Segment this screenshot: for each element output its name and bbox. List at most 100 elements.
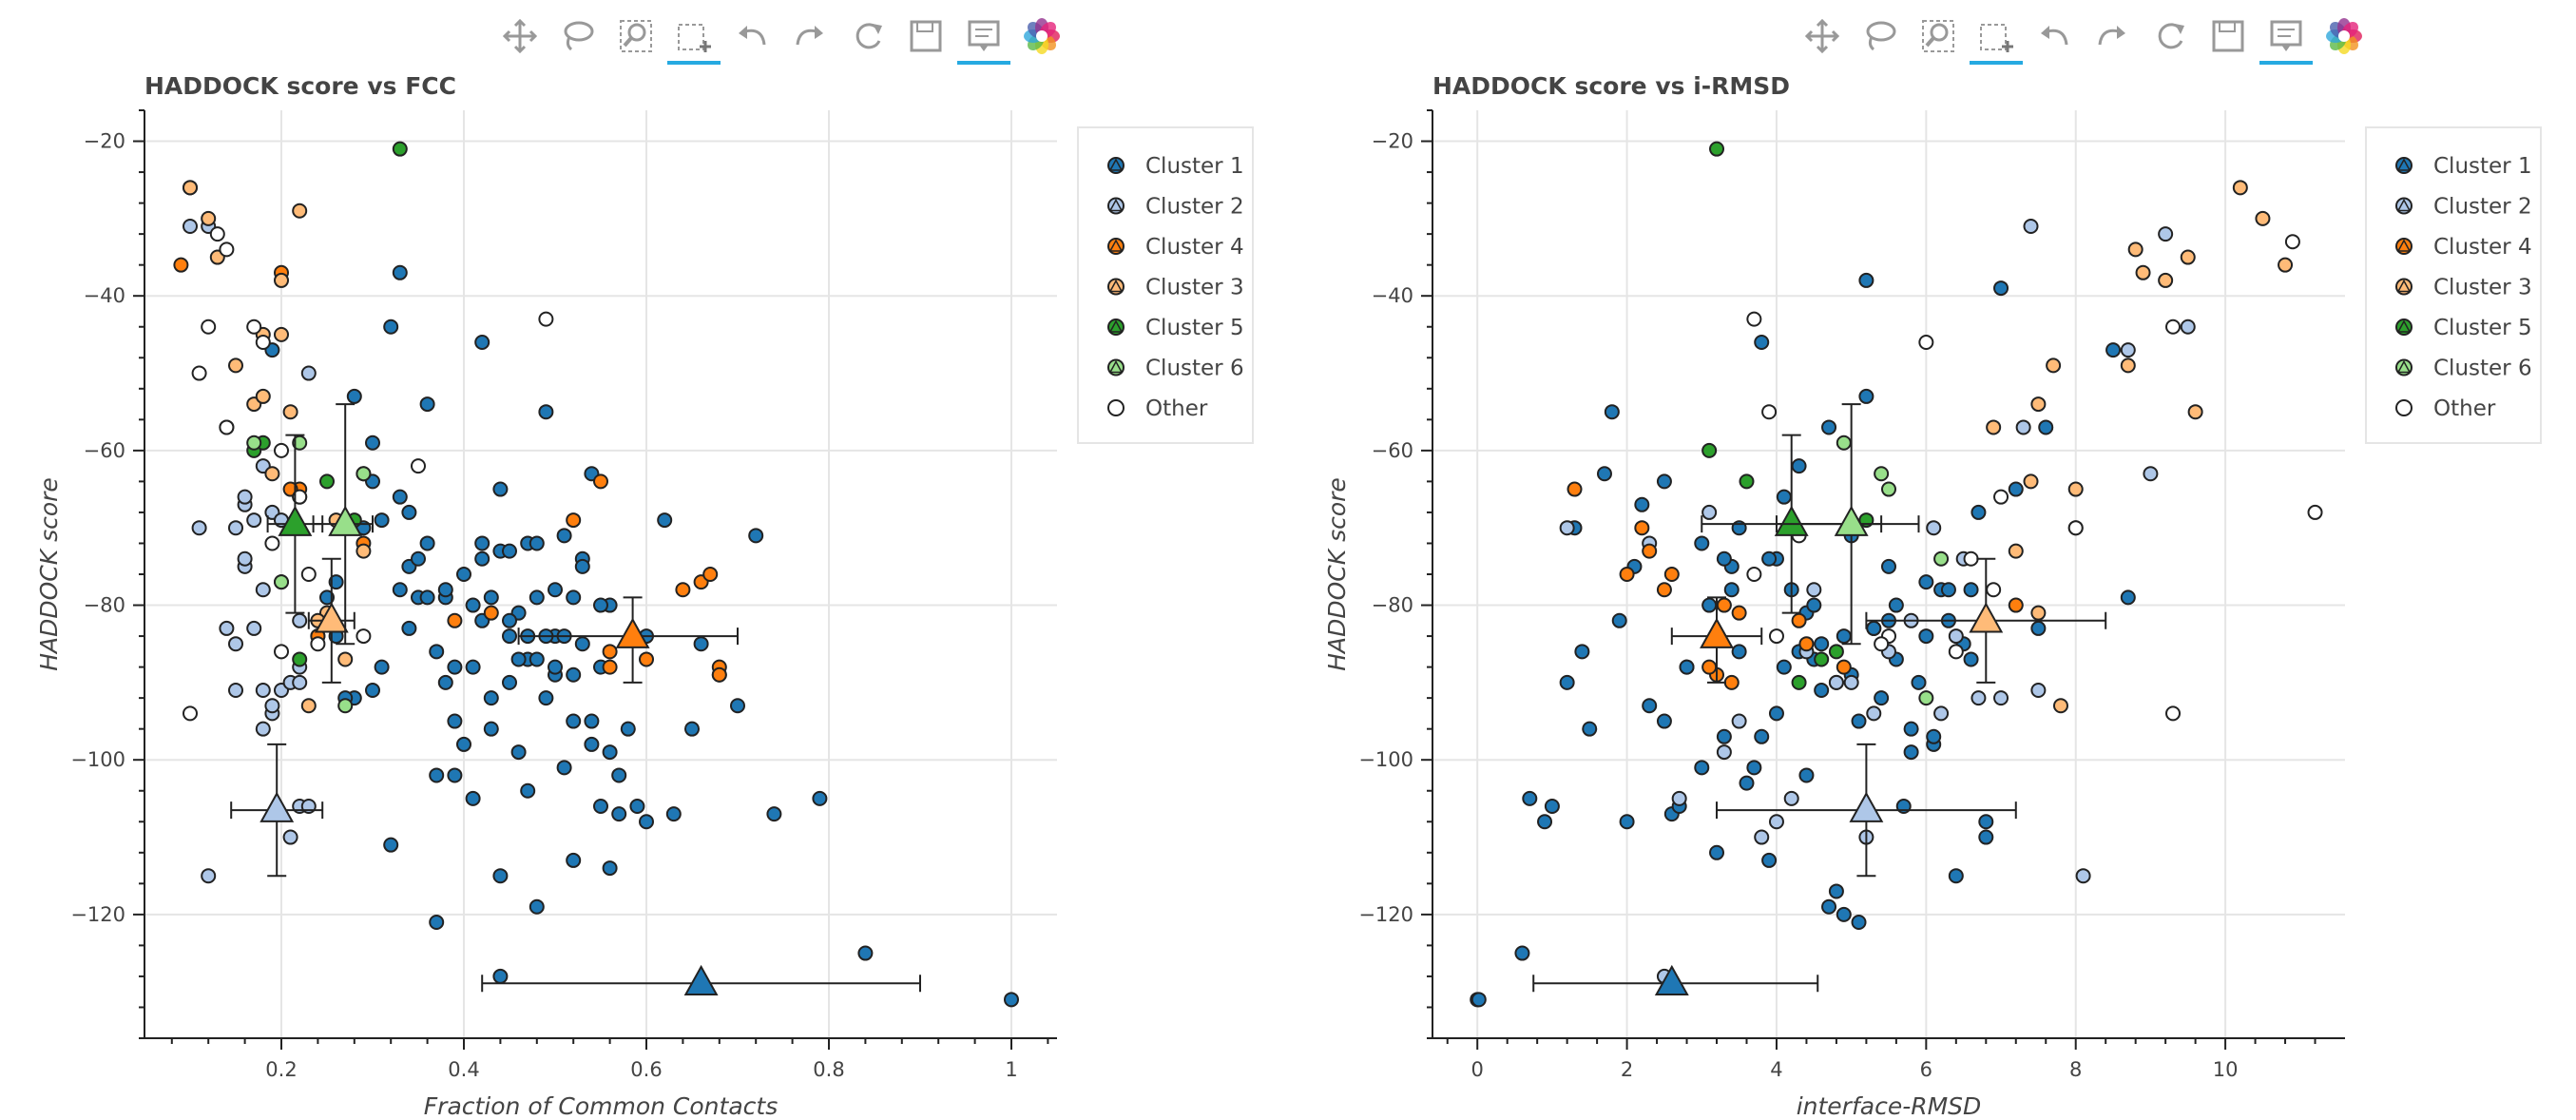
fcc-point-cluster-1[interactable]: [620, 721, 636, 737]
irmsd-point-cluster-1[interactable]: [1970, 504, 1987, 520]
fcc-point-cluster-1[interactable]: [319, 589, 335, 606]
fcc-point-cluster-1[interactable]: [611, 806, 627, 822]
irmsd-point-cluster-2[interactable]: [2075, 868, 2091, 884]
fcc-point-cluster-2[interactable]: [255, 721, 271, 737]
irmsd-mean-cluster-1[interactable]: [1654, 964, 1689, 996]
redo-tool[interactable]: [789, 15, 831, 57]
fcc-point-cluster-2[interactable]: [228, 683, 243, 698]
irmsd-point-cluster-1[interactable]: [1881, 558, 1896, 574]
fcc-point-cluster-1[interactable]: [529, 589, 545, 606]
fcc-point-cluster-1[interactable]: [456, 736, 471, 752]
fcc-point-cluster-1[interactable]: [429, 644, 445, 660]
irmsd-point-cluster-3[interactable]: [2158, 272, 2174, 288]
irmsd-point-cluster-1[interactable]: [1993, 280, 2009, 297]
irmsd-point-cluster-2[interactable]: [1731, 713, 1747, 729]
lasso-select-tool[interactable]: [1859, 15, 1901, 57]
fcc-point-cluster-1[interactable]: [566, 852, 582, 868]
fcc-point-cluster-1[interactable]: [483, 721, 499, 737]
irmsd-mean-cluster-2[interactable]: [1849, 791, 1884, 822]
irmsd-point-other[interactable]: [1918, 335, 1934, 350]
fcc-point-cluster-1[interactable]: [1004, 992, 1019, 1008]
irmsd-point-cluster-2[interactable]: [1806, 582, 1822, 598]
irmsd-point-cluster-1[interactable]: [1754, 728, 1770, 744]
fcc-point-other[interactable]: [219, 419, 235, 435]
fcc-point-cluster-1[interactable]: [566, 666, 582, 683]
irmsd-point-cluster-2[interactable]: [1948, 628, 1964, 645]
irmsd-point-cluster-2[interactable]: [2023, 219, 2039, 234]
fcc-point-cluster-1[interactable]: [383, 319, 399, 335]
fcc-point-other[interactable]: [538, 311, 554, 327]
fcc-point-other[interactable]: [201, 319, 217, 335]
irmsd-point-cluster-5[interactable]: [1828, 644, 1844, 660]
irmsd-point-cluster-1[interactable]: [1611, 612, 1627, 628]
fcc-point-cluster-1[interactable]: [437, 582, 453, 598]
fcc-mean-cluster-1[interactable]: [683, 964, 719, 996]
fcc-point-cluster-1[interactable]: [474, 335, 490, 350]
fcc-point-cluster-1[interactable]: [584, 736, 600, 752]
irmsd-point-cluster-2[interactable]: [2015, 419, 2031, 435]
irmsd-point-cluster-1[interactable]: [1806, 597, 1822, 613]
irmsd-point-cluster-1[interactable]: [1963, 651, 1979, 667]
irmsd-legend-item-cluster-2[interactable]: Cluster 2: [2395, 195, 2532, 220]
fcc-point-cluster-1[interactable]: [812, 790, 828, 806]
fcc-point-cluster-1[interactable]: [548, 659, 563, 675]
fcc-point-cluster-3[interactable]: [228, 357, 243, 374]
reset-tool[interactable]: [2149, 15, 2191, 57]
redo-tool[interactable]: [2091, 15, 2133, 57]
irmsd-point-other[interactable]: [2284, 234, 2300, 250]
fcc-legend-item-cluster-2[interactable]: Cluster 2: [1107, 195, 1244, 220]
irmsd-point-cluster-1[interactable]: [1537, 814, 1553, 830]
bokeh-logo[interactable]: [1021, 15, 1063, 57]
irmsd-point-cluster-1[interactable]: [1814, 636, 1830, 652]
irmsd-point-other[interactable]: [1761, 404, 1778, 420]
irmsd-point-cluster-1[interactable]: [1851, 915, 1867, 930]
fcc-point-cluster-1[interactable]: [584, 713, 600, 729]
fcc-point-cluster-5[interactable]: [319, 473, 335, 490]
irmsd-point-cluster-2[interactable]: [2120, 342, 2136, 358]
irmsd-point-cluster-3[interactable]: [1986, 419, 2002, 435]
irmsd-point-cluster-3[interactable]: [2030, 605, 2047, 621]
irmsd-point-cluster-3[interactable]: [2255, 210, 2271, 226]
irmsd-point-cluster-1[interactable]: [2030, 620, 2047, 636]
irmsd-point-cluster-2[interactable]: [1866, 705, 1882, 722]
fcc-point-cluster-1[interactable]: [629, 799, 645, 814]
irmsd-point-cluster-2[interactable]: [1671, 790, 1687, 806]
fcc-point-cluster-1[interactable]: [474, 550, 490, 567]
fcc-point-cluster-1[interactable]: [456, 567, 471, 582]
fcc-point-other[interactable]: [183, 705, 198, 722]
fcc-point-cluster-1[interactable]: [437, 674, 453, 690]
fcc-point-cluster-1[interactable]: [365, 434, 380, 451]
irmsd-point-cluster-1[interactable]: [1940, 582, 1956, 598]
fcc-point-other[interactable]: [274, 644, 289, 660]
irmsd-mean-cluster-4[interactable]: [1700, 617, 1734, 648]
fcc-point-cluster-1[interactable]: [465, 790, 481, 806]
irmsd-point-cluster-1[interactable]: [1709, 844, 1725, 860]
irmsd-point-cluster-3[interactable]: [2232, 180, 2248, 196]
fcc-point-other[interactable]: [209, 226, 225, 242]
fcc-point-cluster-1[interactable]: [556, 760, 572, 776]
irmsd-point-cluster-1[interactable]: [2008, 481, 2024, 497]
fcc-mean-cluster-4[interactable]: [615, 617, 650, 648]
fcc-point-cluster-3[interactable]: [274, 272, 289, 288]
save-tool[interactable]: [2207, 15, 2249, 57]
irmsd-point-cluster-1[interactable]: [1731, 644, 1747, 660]
fcc-point-cluster-1[interactable]: [857, 945, 874, 961]
fcc-point-cluster-1[interactable]: [429, 767, 445, 783]
fcc-point-cluster-6[interactable]: [246, 434, 262, 451]
fcc-point-cluster-2[interactable]: [237, 489, 253, 505]
fcc-point-cluster-1[interactable]: [419, 589, 435, 606]
irmsd-point-cluster-1[interactable]: [1634, 496, 1650, 512]
irmsd-point-cluster-1[interactable]: [1514, 945, 1530, 961]
fcc-point-cluster-1[interactable]: [392, 489, 408, 505]
fcc-legend-item-cluster-3[interactable]: Cluster 3: [1107, 276, 1244, 300]
irmsd-point-cluster-1[interactable]: [1619, 814, 1635, 830]
fcc-point-cluster-4[interactable]: [675, 582, 691, 598]
fcc-point-cluster-2[interactable]: [246, 620, 262, 636]
irmsd-point-cluster-4[interactable]: [1731, 605, 1747, 621]
irmsd-point-cluster-5[interactable]: [1709, 141, 1725, 157]
fcc-point-other[interactable]: [356, 628, 372, 645]
irmsd-point-cluster-1[interactable]: [1522, 790, 1538, 806]
irmsd-point-cluster-1[interactable]: [2105, 342, 2122, 358]
irmsd-point-cluster-2[interactable]: [1768, 814, 1784, 830]
irmsd-point-cluster-2[interactable]: [1783, 790, 1799, 806]
